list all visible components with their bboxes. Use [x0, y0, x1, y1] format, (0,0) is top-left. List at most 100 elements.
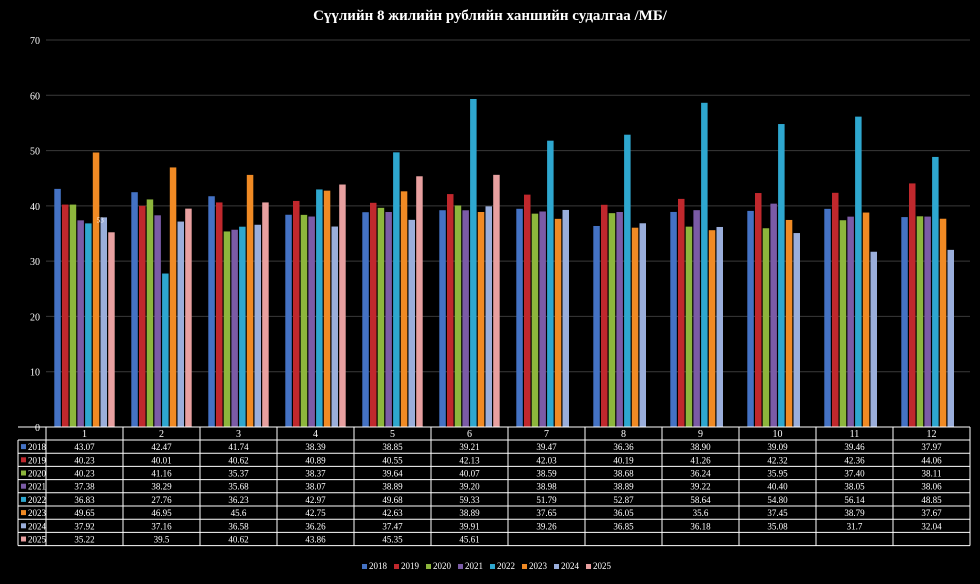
table-legend-key — [21, 523, 26, 529]
bar — [485, 206, 492, 427]
x-tick-label: 2 — [159, 429, 164, 440]
bar — [870, 251, 877, 427]
bar — [678, 198, 685, 427]
table-cell: 27.76 — [151, 495, 172, 505]
bar — [547, 140, 554, 427]
x-tick-label: 10 — [773, 429, 783, 440]
table-cell: 39.09 — [767, 442, 788, 452]
bar — [693, 210, 700, 427]
table-cell: 35.22 — [74, 535, 94, 545]
bar — [300, 214, 308, 427]
table-cell: 39.47 — [536, 442, 557, 452]
legend-label: 2024 — [561, 561, 580, 571]
bar — [385, 211, 392, 427]
bar — [239, 226, 246, 427]
bar — [100, 217, 107, 427]
bar — [316, 189, 323, 427]
bar — [601, 204, 608, 427]
table-cell: 38.59 — [536, 469, 557, 479]
table-cell: 56.14 — [844, 495, 865, 505]
table-cell: 40.55 — [382, 455, 403, 465]
table-legend-key — [21, 536, 26, 542]
bar — [916, 216, 924, 427]
table-cell: 36.18 — [690, 521, 711, 531]
table-cell: 35.68 — [228, 482, 249, 492]
table-legend-key — [21, 496, 26, 502]
bar — [208, 196, 215, 427]
bar — [616, 211, 623, 427]
legend-swatch — [554, 564, 559, 569]
table-cell: 38.79 — [844, 508, 865, 518]
table-cell: 32.04 — [921, 521, 942, 531]
y-tick-label: 60 — [30, 91, 40, 102]
legend-label: 2018 — [369, 561, 388, 571]
table-legend-key — [21, 444, 26, 450]
bar — [947, 249, 954, 427]
legend-swatch — [458, 564, 463, 569]
table-cell: 40.19 — [613, 455, 634, 465]
table-cell: 37.45 — [767, 508, 788, 518]
table-cell: 42.97 — [305, 495, 326, 505]
table-cell: 37.65 — [536, 508, 557, 518]
bar — [285, 214, 292, 427]
bar — [470, 98, 477, 427]
bar — [716, 226, 723, 427]
table-cell: 38.07 — [305, 482, 326, 492]
bar — [231, 229, 238, 427]
table-cell: 48.85 — [921, 495, 942, 505]
bar — [901, 217, 908, 427]
table-cell: 36.83 — [74, 495, 95, 505]
bar — [685, 226, 693, 427]
table-cell: 40.01 — [151, 455, 171, 465]
table-row-label: 2025 — [28, 535, 47, 545]
table-cell: 35.95 — [767, 469, 788, 479]
bar — [408, 219, 415, 427]
bar — [262, 202, 269, 427]
bar — [747, 210, 754, 427]
table-row-label: 2022 — [28, 495, 46, 505]
table-legend-key — [21, 510, 26, 516]
bar — [331, 226, 338, 427]
bar — [462, 210, 469, 427]
bar — [477, 211, 485, 427]
bar — [624, 134, 631, 428]
legend-swatch — [362, 564, 367, 569]
bar — [762, 228, 770, 427]
table-cell: 45.6 — [231, 508, 247, 518]
table-cell: 38.85 — [382, 442, 403, 452]
table-row-label: 2023 — [28, 508, 47, 518]
bar — [69, 204, 77, 427]
bar — [77, 220, 84, 427]
table-cell: 37.97 — [921, 442, 942, 452]
bar — [554, 218, 562, 427]
table-cell: 37.47 — [382, 521, 403, 531]
table-cell: 40.89 — [305, 455, 326, 465]
x-tick-label: 8 — [621, 429, 626, 440]
bar — [54, 188, 61, 427]
table-cell: 41.16 — [151, 469, 172, 479]
bar — [339, 184, 346, 427]
table-cell: 40.07 — [459, 469, 480, 479]
y-tick-label: 10 — [30, 368, 40, 379]
table-cell: 31.7 — [847, 521, 863, 531]
bar — [785, 219, 793, 427]
table-cell: 42.13 — [459, 455, 480, 465]
bar — [755, 193, 762, 427]
x-tick-label: 6 — [467, 429, 472, 440]
legend-label: 2025 — [593, 561, 612, 571]
bar — [701, 102, 708, 428]
bar — [377, 207, 385, 427]
table-cell: 38.68 — [613, 469, 634, 479]
bar — [708, 230, 716, 427]
legend-label: 2022 — [497, 561, 515, 571]
table-cell: 42.47 — [151, 442, 172, 452]
x-tick-label: 3 — [236, 429, 241, 440]
bar — [493, 174, 500, 427]
legend-label: 2019 — [401, 561, 420, 571]
table-cell: 39.26 — [536, 521, 557, 531]
table-cell: 35.6 — [693, 508, 709, 518]
table-cell: 39.5 — [154, 535, 170, 545]
bar — [216, 202, 223, 427]
table-cell: 37.67 — [921, 508, 942, 518]
table-cell: 36.05 — [613, 508, 634, 518]
